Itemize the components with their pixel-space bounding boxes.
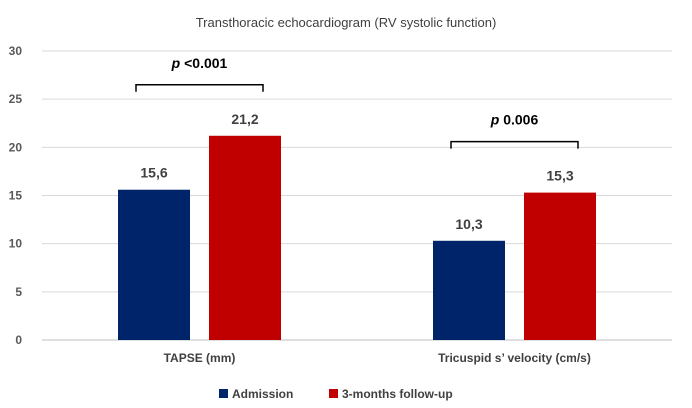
data-label: 21,2 <box>231 111 258 127</box>
category-label: TAPSE (mm) <box>164 351 236 365</box>
bar <box>433 240 505 340</box>
legend-label: Admission <box>232 387 293 401</box>
data-label: 15,3 <box>546 168 573 184</box>
bar <box>524 192 596 340</box>
p-value: 0.006 <box>499 112 538 128</box>
y-tick-label: 25 <box>9 92 23 106</box>
x-axis: TAPSE (mm) Tricuspid s’ velocity (cm/s) <box>164 351 591 365</box>
legend: Admission 3-months follow-up <box>219 387 453 401</box>
y-axis: 0 5 10 15 20 25 30 <box>9 44 23 347</box>
bar <box>118 189 190 340</box>
y-tick-label: 15 <box>9 189 23 203</box>
data-label: 10,3 <box>455 216 482 232</box>
chart-title: Transthoracic echocardiogram (RV systoli… <box>196 15 497 30</box>
data-label: 15,6 <box>140 165 167 181</box>
y-tick-label: 30 <box>9 44 23 58</box>
category-label: Tricuspid s’ velocity (cm/s) <box>438 351 591 365</box>
y-tick-label: 0 <box>15 333 22 347</box>
y-tick-label: 10 <box>9 237 23 251</box>
p-symbol: p <box>171 55 181 71</box>
p-value: <0.001 <box>180 55 227 71</box>
legend-swatch <box>329 389 338 398</box>
bar <box>209 135 281 340</box>
p-value-label: p 0.006 <box>490 112 539 128</box>
significance-bracket <box>135 84 264 92</box>
p-symbol: p <box>490 112 500 128</box>
y-tick-label: 5 <box>15 285 22 299</box>
legend-swatch <box>219 389 228 398</box>
p-value-label: p <0.001 <box>171 55 228 71</box>
y-tick-label: 20 <box>9 140 23 154</box>
legend-label: 3-months follow-up <box>342 387 453 401</box>
bars <box>118 135 596 340</box>
data-labels: 15,6 21,2 10,3 15,3 <box>140 111 573 232</box>
significance-bracket <box>450 140 579 149</box>
